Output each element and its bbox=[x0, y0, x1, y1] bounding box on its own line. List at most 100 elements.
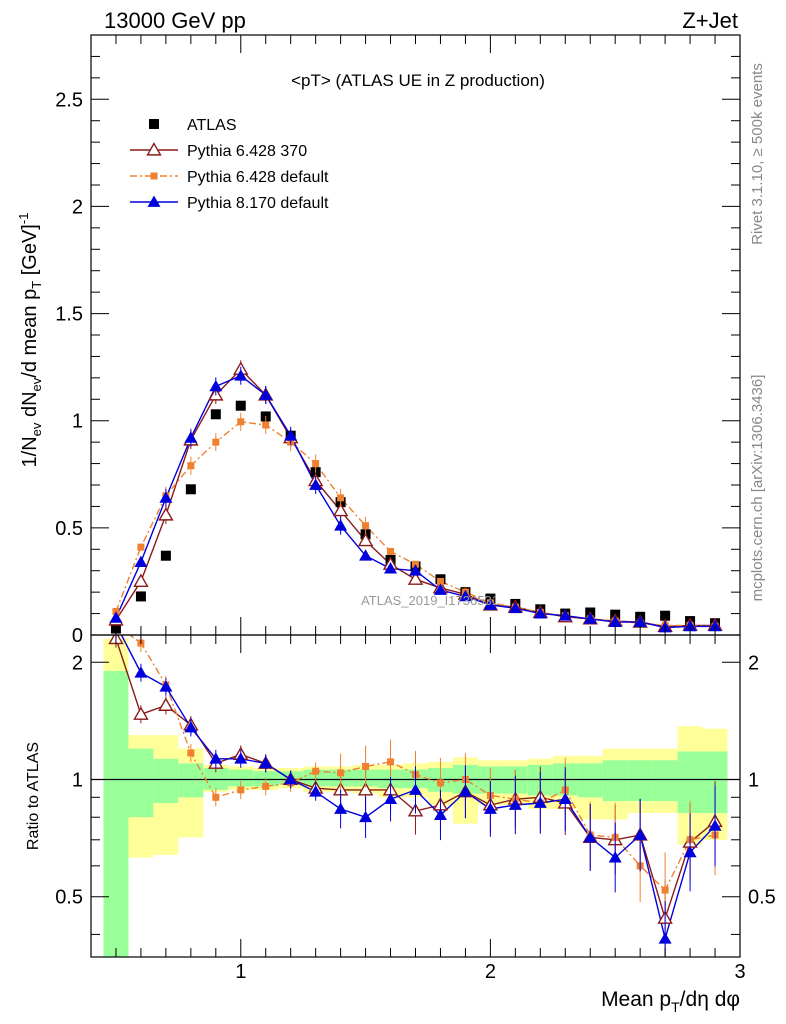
ratio-point-pythia-8-170-default bbox=[234, 752, 248, 764]
ratio-point-pythia-8-170-default bbox=[134, 666, 148, 678]
y-tick-label: 2.5 bbox=[55, 89, 83, 111]
point-pythia-8-170-default bbox=[359, 549, 373, 561]
point-pythia-8-170-default bbox=[284, 429, 298, 441]
main-series bbox=[108, 360, 723, 634]
green-band-segment bbox=[153, 758, 179, 804]
legend: ATLAS Pythia 6.428 370 Pythia 6.428 defaul… bbox=[130, 117, 329, 212]
ratio-y-tick-label: 2 bbox=[72, 652, 83, 674]
point-pythia-8-170-default bbox=[483, 598, 497, 610]
ratio-point-pythia-8-170-default bbox=[608, 851, 622, 863]
point-pythia-8-170-default bbox=[234, 369, 248, 381]
green-band-segment bbox=[652, 760, 678, 802]
ratio-y-tick-label-right: 1 bbox=[748, 769, 759, 791]
ratio-point-pythia-8-170-default bbox=[508, 798, 522, 810]
ratio-point-pythia-8-170-default bbox=[184, 720, 198, 733]
point-pythia-8-170-default bbox=[209, 379, 223, 392]
point-pythia-8-170-default bbox=[708, 619, 722, 632]
ratio-point-pythia-6-428-default bbox=[212, 793, 220, 801]
ratio-point-pythia-8-170-default bbox=[683, 845, 697, 858]
legend-label-pythia-6-428-default: Pythia 6.428 default bbox=[187, 169, 329, 186]
point-pythia-8-170-default bbox=[109, 611, 123, 623]
point-pythia-8-170-default bbox=[184, 431, 198, 443]
ratio-point-pythia-8-170-default bbox=[259, 756, 273, 769]
point-pythia-8-170-default bbox=[259, 388, 273, 400]
point-pythia-6-428-default bbox=[187, 462, 195, 470]
legend-marker-atlas bbox=[149, 119, 159, 129]
ratio-point-pythia-6-428-default bbox=[262, 782, 270, 790]
analysis-watermark: ATLAS_2019_I1736531 bbox=[361, 593, 499, 608]
point-pythia-6-428-default bbox=[212, 438, 220, 446]
ratio-point-pythia-8-170-default bbox=[558, 792, 572, 805]
ratio-point-pythia-6-428-default bbox=[362, 762, 370, 770]
ratio-point-pythia-8-170-default bbox=[359, 810, 373, 823]
y-tick-label: 0 bbox=[72, 625, 83, 647]
point-pythia-6-428-default bbox=[137, 543, 145, 551]
green-band-segment bbox=[627, 760, 653, 802]
point-pythia-8-170-default bbox=[683, 619, 697, 632]
point-pythia-6-428-default bbox=[237, 418, 245, 426]
point-pythia-6-428-default bbox=[262, 421, 270, 429]
ratio-point-pythia-8-170-default bbox=[309, 785, 323, 797]
legend-label-atlas: ATLAS bbox=[187, 117, 237, 134]
point-pythia-6-428-370 bbox=[332, 502, 349, 517]
point-pythia-6-428-default bbox=[436, 577, 444, 585]
ratio-y-axis-title: Ratio to ATLAS bbox=[25, 742, 42, 850]
ratio-point-pythia-6-428-default bbox=[337, 769, 345, 777]
point-pythia-8-170-default bbox=[134, 555, 148, 568]
header-energy-label: 13000 GeV pp bbox=[104, 8, 246, 33]
point-pythia-6-428-370 bbox=[407, 571, 424, 585]
point-pythia-8-170-default bbox=[433, 583, 447, 595]
axes: 0 0.5 1 1.5 2 2.5 1 2 3 0.5 0.5 1 1 2 2 bbox=[55, 34, 776, 983]
point-atlas bbox=[235, 400, 246, 411]
legend-marker-pythia-8-170-default bbox=[147, 195, 161, 207]
y-tick-label: 1.5 bbox=[55, 304, 83, 326]
ratio-point-pythia-6-428-370 bbox=[133, 706, 149, 720]
point-pythia-8-170-default bbox=[458, 589, 472, 602]
point-pythia-8-170-default bbox=[558, 609, 572, 621]
point-pythia-8-170-default bbox=[583, 612, 597, 624]
mcplots-label: mcplots.cern.ch [arXiv:1306.3436] bbox=[749, 375, 766, 602]
point-pythia-8-170-default bbox=[533, 607, 547, 619]
ratio-point-pythia-8-170-default bbox=[633, 828, 647, 840]
x-axis-title: Mean pT/dη dφ bbox=[601, 988, 740, 1015]
point-pythia-6-428-370 bbox=[133, 573, 149, 588]
point-atlas bbox=[210, 409, 221, 420]
green-band-segment bbox=[577, 763, 603, 798]
ratio-point-pythia-8-170-default bbox=[384, 792, 398, 805]
ratio-point-pythia-8-170-default bbox=[458, 785, 472, 797]
point-pythia-6-428-370 bbox=[158, 507, 174, 521]
legend-marker-pythia-6-428-default bbox=[150, 172, 158, 180]
green-band-segment bbox=[228, 769, 254, 787]
point-pythia-8-170-default bbox=[159, 491, 173, 503]
ratio-point-pythia-8-170-default bbox=[658, 932, 672, 944]
ratio-point-pythia-8-170-default bbox=[708, 819, 722, 831]
ratio-point-pythia-8-170-default bbox=[284, 772, 298, 785]
point-pythia-8-170-default bbox=[309, 478, 323, 490]
ratio-series bbox=[108, 635, 723, 957]
green-band-segment bbox=[602, 760, 628, 802]
ratio-point-pythia-6-428-default bbox=[661, 886, 669, 894]
plot-title: <pT> (ATLAS UE in Z production) bbox=[291, 71, 545, 90]
point-pythia-6-428-370 bbox=[357, 532, 374, 547]
point-atlas bbox=[185, 484, 196, 495]
point-atlas bbox=[660, 610, 671, 621]
point-pythia-6-428-default bbox=[337, 494, 345, 502]
point-pythia-8-170-default bbox=[334, 519, 348, 531]
green-band-segment bbox=[103, 670, 129, 957]
ratio-y-tick-label: 0.5 bbox=[55, 887, 83, 909]
y-tick-label: 1 bbox=[72, 411, 83, 433]
ratio-point-pythia-8-170-default bbox=[334, 802, 348, 814]
point-pythia-8-170-default bbox=[409, 564, 422, 576]
point-pythia-8-170-default bbox=[633, 615, 647, 628]
ratio-point-pythia-8-170-default bbox=[409, 783, 422, 795]
x-tick-label: 2 bbox=[485, 961, 496, 983]
header-process-label: Z+Jet bbox=[682, 8, 738, 33]
ratio-point-pythia-8-170-default bbox=[533, 796, 547, 808]
point-pythia-8-170-default bbox=[608, 615, 622, 628]
x-tick-label: 1 bbox=[235, 961, 246, 983]
x-tick-label: 3 bbox=[734, 961, 745, 983]
ratio-point-pythia-6-428-370 bbox=[158, 697, 174, 711]
ratio-point-pythia-8-170-default bbox=[583, 830, 597, 843]
ratio-point-pythia-8-170-default bbox=[209, 752, 223, 764]
